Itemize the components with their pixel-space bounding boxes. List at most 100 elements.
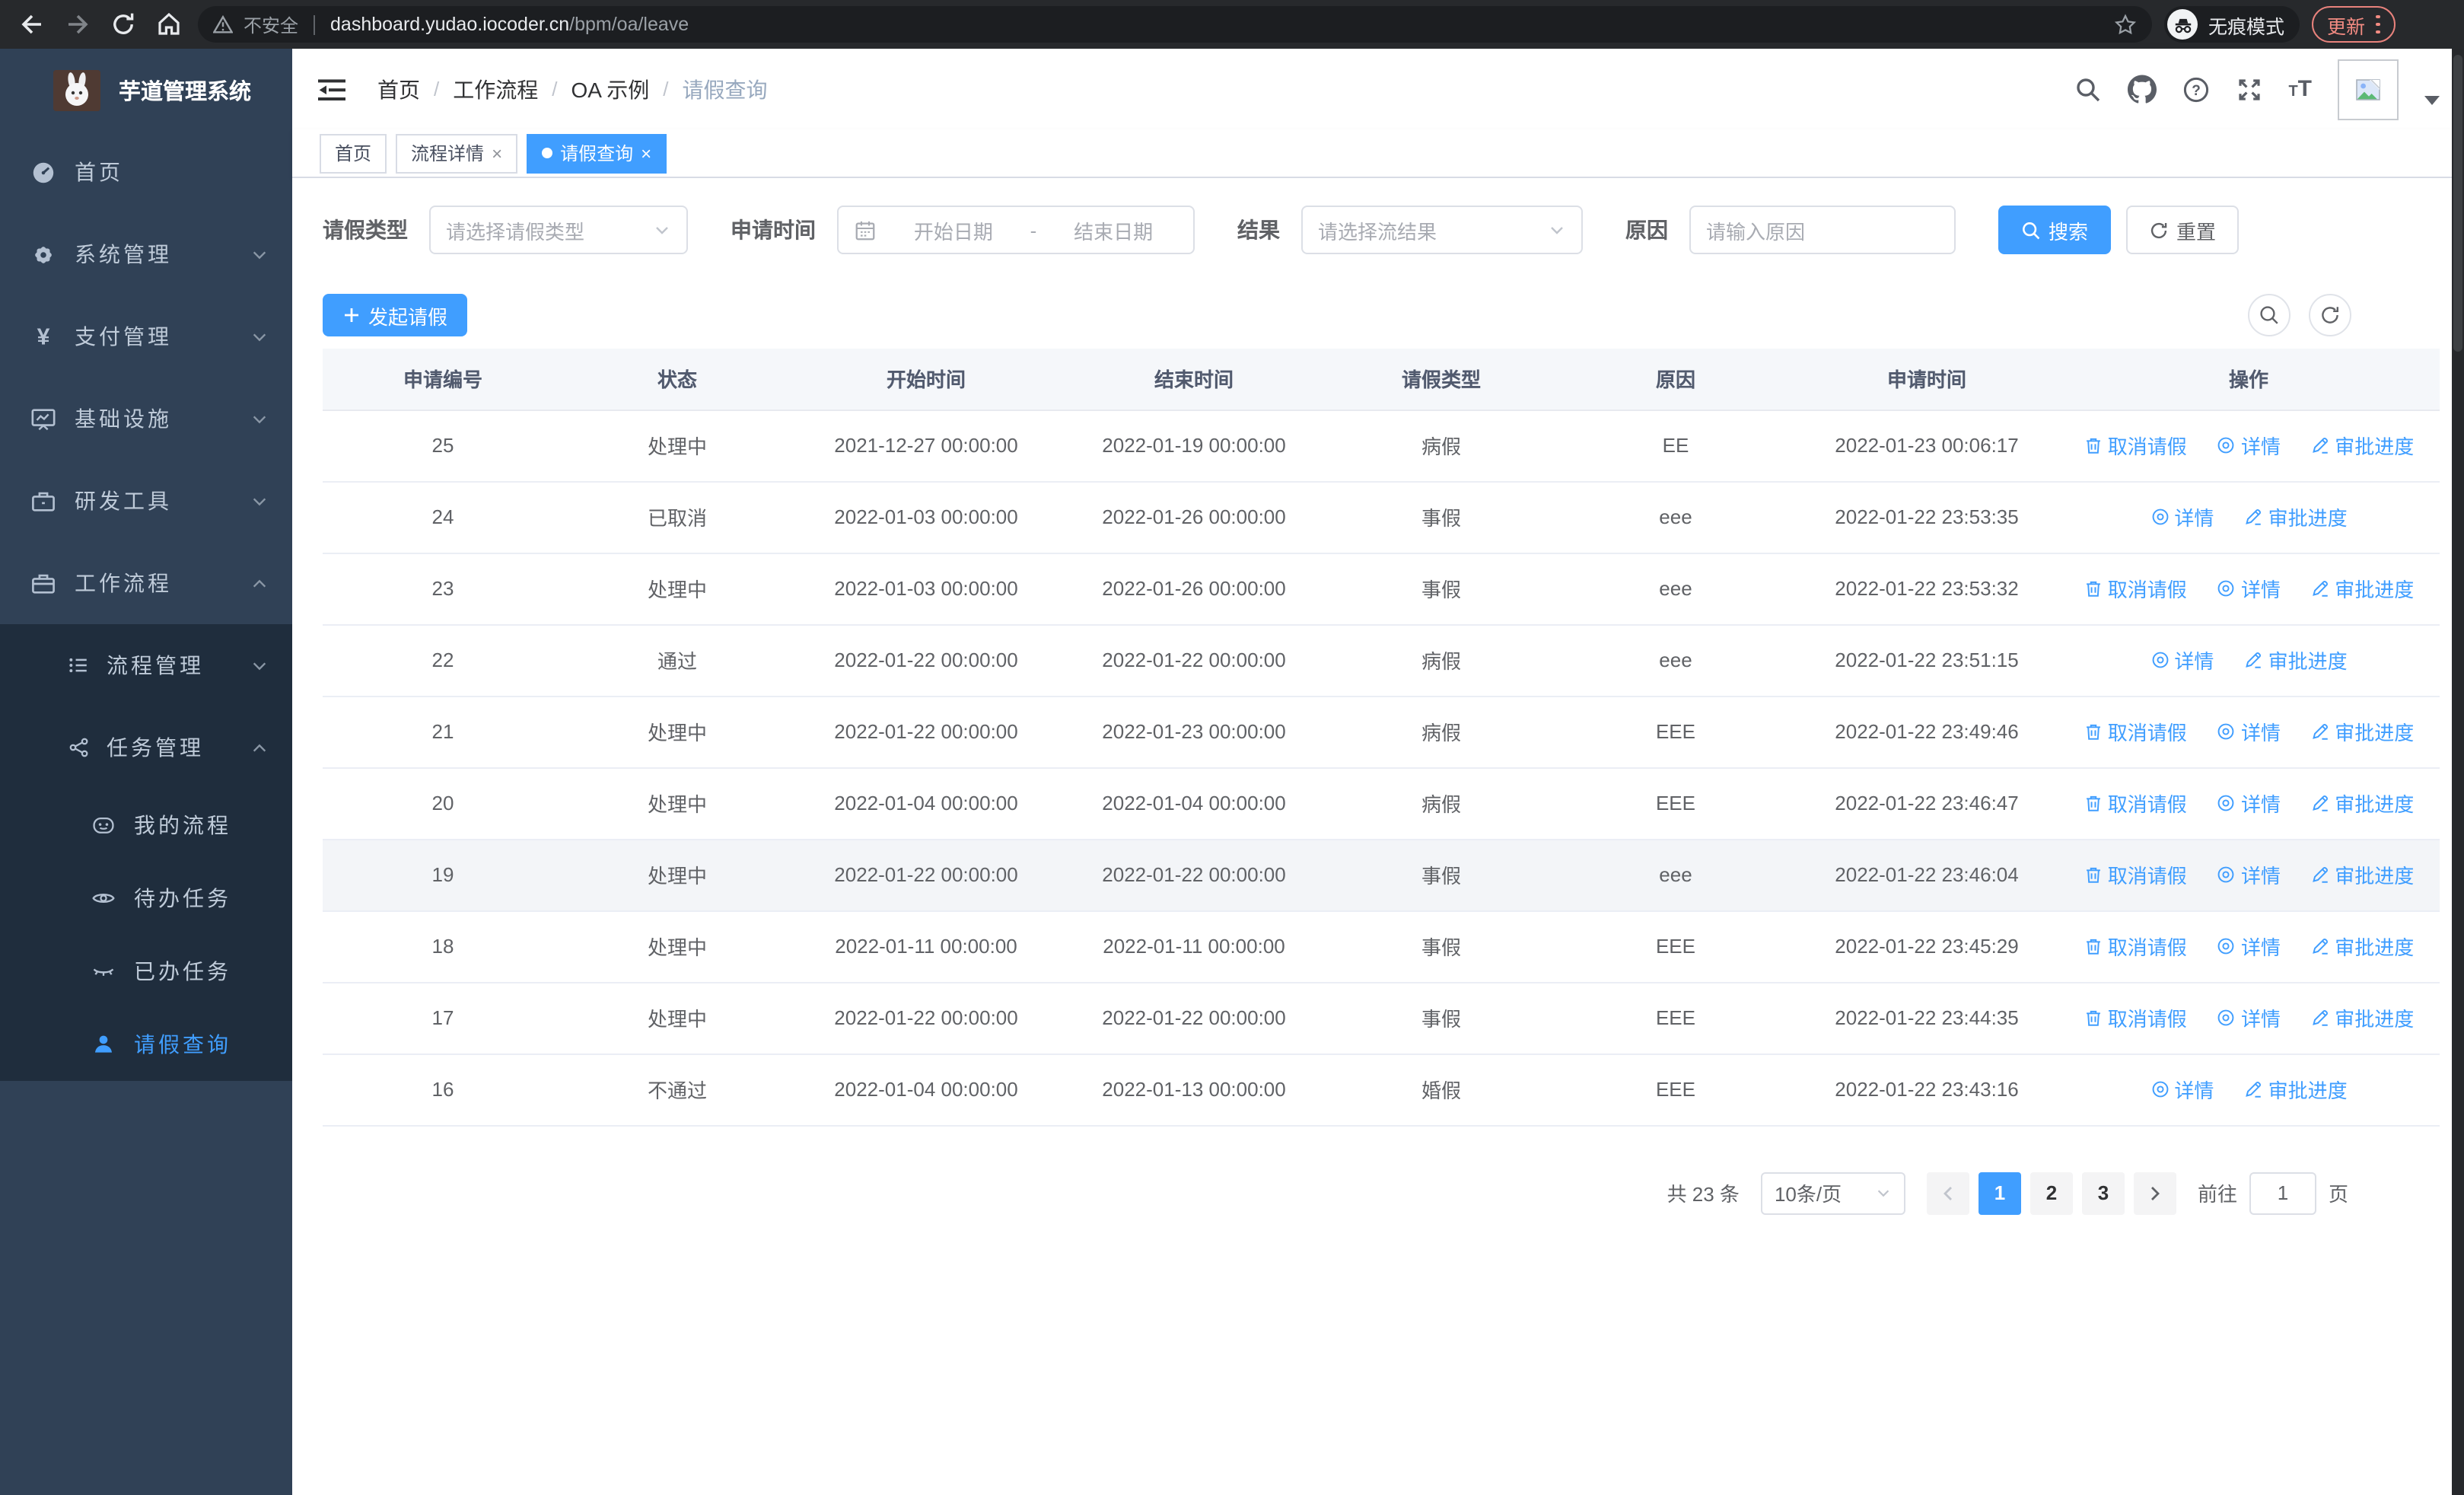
reload-button[interactable] <box>107 8 140 41</box>
apply-time-range-picker[interactable]: 开始日期 - 结束日期 <box>837 206 1195 254</box>
cancel-leave-link[interactable]: 取消请假 <box>2084 717 2187 746</box>
cancel-leave-link[interactable]: 取消请假 <box>2084 789 2187 818</box>
reset-button[interactable]: 重置 <box>2126 206 2240 254</box>
approval-progress-link[interactable]: 审批进度 <box>2310 717 2414 746</box>
sidebar-item-devtools[interactable]: 研发工具 <box>0 460 292 542</box>
cell-actions: 取消请假 详情 审批进度 <box>2058 767 2440 840</box>
cancel-leave-link[interactable]: 取消请假 <box>2084 932 2187 961</box>
detail-link[interactable]: 详情 <box>2217 717 2281 746</box>
bookmark-star-icon[interactable] <box>2114 13 2137 36</box>
caret-down-icon[interactable] <box>2424 95 2440 104</box>
page-size-select[interactable]: 10条/页 <box>1760 1171 1905 1214</box>
view-icon <box>2218 866 2235 883</box>
detail-link[interactable]: 详情 <box>2217 789 2281 818</box>
cell-apply-time: 2022-01-22 23:53:35 <box>1796 481 2058 553</box>
detail-link[interactable]: 详情 <box>2217 860 2281 889</box>
fullscreen-button[interactable] <box>2235 75 2262 103</box>
table-row: 23 处理中 2022-01-03 00:00:00 2022-01-26 00… <box>323 553 2440 625</box>
url-bar[interactable]: 不安全 dashboard.yudao.iocoder.cn/bpm/oa/le… <box>198 6 2152 43</box>
github-button[interactable] <box>2127 75 2157 104</box>
tab-home[interactable]: 首页 <box>320 133 387 173</box>
detail-link[interactable]: 详情 <box>2150 645 2214 674</box>
detail-link[interactable]: 详情 <box>2217 574 2281 603</box>
page-button-1[interactable]: 1 <box>1978 1171 2021 1214</box>
detail-link[interactable]: 详情 <box>2150 502 2214 531</box>
sidebar-item-payment[interactable]: ¥ 支付管理 <box>0 295 292 378</box>
approval-progress-link[interactable]: 审批进度 <box>2310 789 2414 818</box>
result-select[interactable]: 请选择流结果 <box>1301 206 1583 254</box>
create-leave-button[interactable]: 发起请假 <box>323 294 468 336</box>
cancel-leave-link[interactable]: 取消请假 <box>2084 431 2187 460</box>
collapse-sidebar-button[interactable] <box>317 74 347 104</box>
cell-reason: eee <box>1555 553 1796 625</box>
cell-apply-time: 2022-01-22 23:46:47 <box>1796 767 2058 840</box>
edit-pen-icon <box>2246 652 2262 668</box>
search-button[interactable]: 搜索 <box>1998 206 2112 254</box>
scrollbar-thumb[interactable] <box>2453 55 2462 352</box>
back-button[interactable] <box>15 8 49 41</box>
sidebar-item-task-mgmt[interactable]: 任务管理 <box>0 706 292 789</box>
help-button[interactable]: ? <box>2182 75 2209 103</box>
approval-progress-link[interactable]: 审批进度 <box>2310 1003 2414 1032</box>
page-button-2[interactable]: 2 <box>2029 1171 2073 1214</box>
update-button[interactable]: 更新 <box>2312 6 2396 43</box>
robot-face-icon <box>93 817 114 834</box>
sidebar-item-infra[interactable]: 基础设施 <box>0 378 292 460</box>
approval-progress-link[interactable]: 审批进度 <box>2310 574 2414 603</box>
approval-progress-link[interactable]: 审批进度 <box>2244 645 2348 674</box>
leave-table: 申请编号 状态 开始时间 结束时间 请假类型 原因 申请时间 操作 <box>323 349 2440 1126</box>
leave-type-select[interactable]: 请选择请假类型 <box>429 206 688 254</box>
cell-start-time: 2022-01-22 00:00:00 <box>791 624 1061 696</box>
tab-process-detail[interactable]: 流程详情 × <box>396 133 518 173</box>
goto-page-input[interactable] <box>2249 1171 2316 1214</box>
cell-status: 通过 <box>563 624 791 696</box>
cancel-leave-link[interactable]: 取消请假 <box>2084 860 2187 889</box>
approval-progress-link[interactable]: 审批进度 <box>2244 1075 2348 1104</box>
app-logo[interactable]: 芋道管理系统 <box>0 49 292 131</box>
approval-progress-link[interactable]: 审批进度 <box>2310 932 2414 961</box>
sidebar-item-system[interactable]: 系统管理 <box>0 213 292 295</box>
cancel-leave-link[interactable]: 取消请假 <box>2084 574 2187 603</box>
show-search-button[interactable] <box>2248 294 2291 336</box>
detail-link[interactable]: 详情 <box>2217 431 2281 460</box>
detail-link[interactable]: 详情 <box>2217 932 2281 961</box>
detail-link[interactable]: 详情 <box>2217 1003 2281 1032</box>
close-icon[interactable]: × <box>492 142 503 164</box>
page-button-3[interactable]: 3 <box>2081 1171 2125 1214</box>
cancel-leave-link[interactable]: 取消请假 <box>2084 1003 2187 1032</box>
avatar[interactable] <box>2338 59 2399 120</box>
close-icon[interactable]: × <box>641 142 652 164</box>
breadcrumb-oa[interactable]: OA 示例 <box>571 77 650 101</box>
security-label: 不安全 <box>244 14 299 36</box>
sidebar-item-my-process[interactable]: 我的流程 <box>0 789 292 862</box>
gear-icon <box>35 246 52 263</box>
breadcrumb-home[interactable]: 首页 <box>377 77 420 101</box>
next-page-button[interactable] <box>2133 1171 2176 1214</box>
breadcrumb-workflow[interactable]: 工作流程 <box>453 77 539 101</box>
sidebar-item-done-tasks[interactable]: 已办任务 <box>0 935 292 1008</box>
incognito-label: 无痕模式 <box>2208 16 2285 37</box>
vertical-scrollbar[interactable] <box>2452 49 2464 1495</box>
search-button[interactable] <box>2074 75 2101 103</box>
sidebar-item-process-mgmt[interactable]: 流程管理 <box>0 624 292 706</box>
sidebar-item-leave-query[interactable]: 请假查询 <box>0 1008 292 1081</box>
approval-progress-link[interactable]: 审批进度 <box>2310 431 2414 460</box>
sidebar-item-todo-tasks[interactable]: 待办任务 <box>0 862 292 935</box>
tab-leave-query[interactable]: 请假查询 × <box>527 133 667 173</box>
approval-progress-link[interactable]: 审批进度 <box>2310 860 2414 889</box>
home-button[interactable] <box>152 8 186 41</box>
refresh-table-button[interactable] <box>2309 294 2351 336</box>
detail-link[interactable]: 详情 <box>2150 1075 2214 1104</box>
sidebar-item-home[interactable]: 首页 <box>0 131 292 213</box>
sidebar-item-workflow[interactable]: 工作流程 <box>0 542 292 624</box>
view-icon <box>2218 938 2235 955</box>
more-vertical-icon[interactable] <box>2376 14 2380 34</box>
reason-input[interactable]: 请输入原因 <box>1689 206 1956 254</box>
cell-actions: 取消请假 详情 审批进度 <box>2058 696 2440 768</box>
col-end-time: 结束时间 <box>1061 349 1327 410</box>
prev-page-button[interactable] <box>1926 1171 1969 1214</box>
approval-progress-link[interactable]: 审批进度 <box>2244 502 2348 531</box>
forward-button[interactable] <box>61 8 94 41</box>
page-content: 请假类型 请选择请假类型 申请时间 开始日期 - 结束日期 <box>292 178 2464 1495</box>
